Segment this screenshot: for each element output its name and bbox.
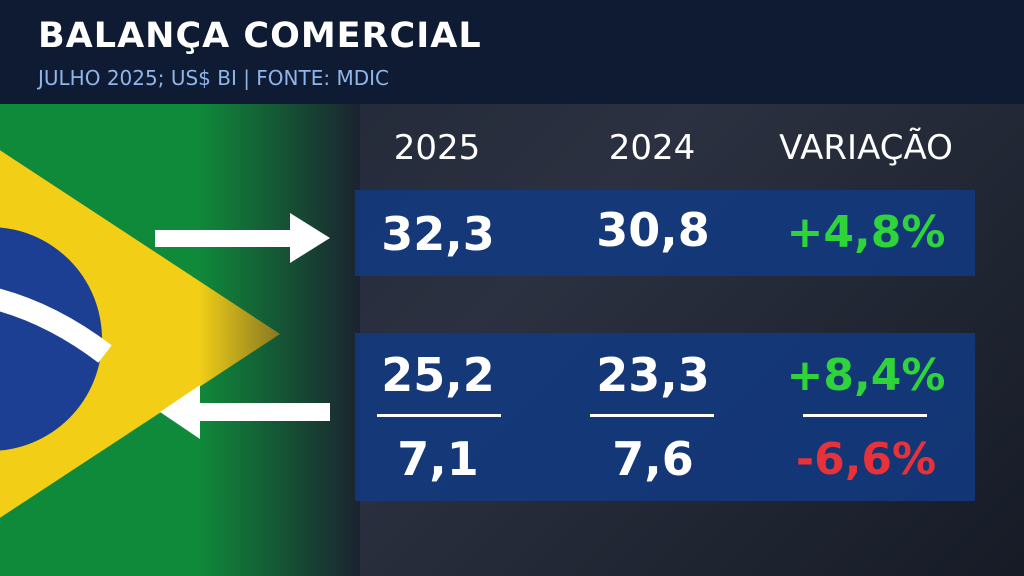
variation: +8,4%: [786, 350, 946, 401]
value: 7,1: [397, 432, 479, 486]
value: 32,3: [381, 207, 495, 261]
divider: [377, 414, 501, 417]
value: 7,6: [612, 432, 694, 486]
column-header: 2025: [393, 128, 481, 168]
column-header: 2024: [608, 128, 696, 168]
value: 23,3: [596, 348, 710, 402]
value: 25,2: [381, 348, 495, 402]
column-header: VARIAÇÃO: [779, 128, 953, 168]
divider: [590, 414, 714, 417]
arrows: [155, 213, 330, 439]
import-box: [355, 333, 975, 501]
export-box: [355, 190, 975, 276]
variation: +4,8%: [786, 207, 946, 258]
variation: -6,6%: [795, 434, 937, 485]
title: BALANÇA COMERCIAL: [38, 16, 482, 56]
header-bar: [0, 0, 1024, 104]
flag-art: [0, 104, 360, 576]
divider: [803, 414, 927, 417]
value: 30,8: [596, 203, 710, 257]
subtitle: JULHO 2025; US$ BI | FONTE: MDIC: [38, 66, 389, 90]
